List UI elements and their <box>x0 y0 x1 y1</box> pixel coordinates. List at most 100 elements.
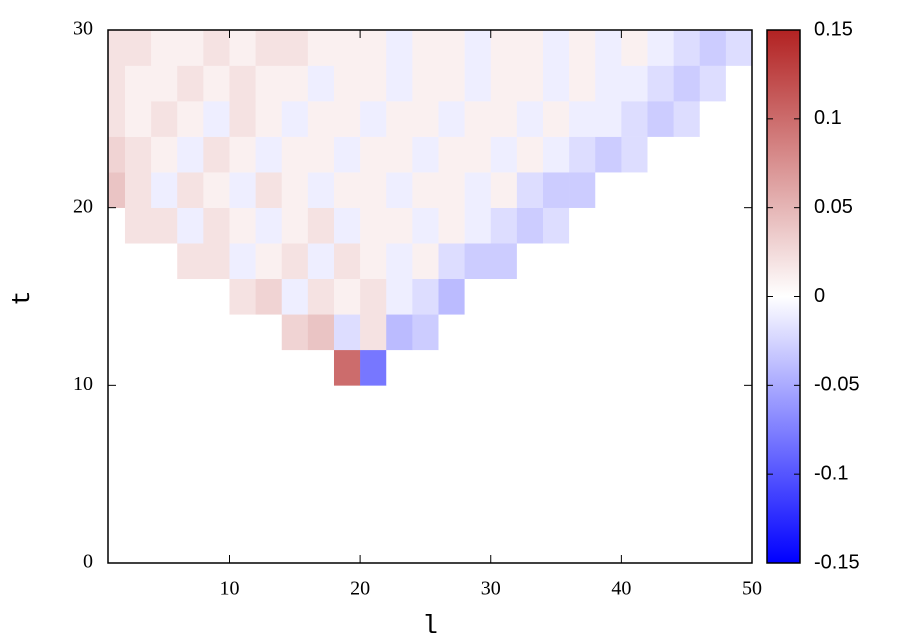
heatmap-cell <box>595 207 622 244</box>
heatmap-cell <box>438 101 465 137</box>
heatmap-cell <box>673 172 701 208</box>
heatmap-cell <box>255 207 283 244</box>
heatmap-cell <box>229 101 256 137</box>
heatmap-cell <box>151 385 178 422</box>
heatmap-cell <box>569 65 596 102</box>
heatmap-cell <box>647 420 674 457</box>
heatmap-cell <box>438 456 465 493</box>
heatmap-cell <box>490 30 518 66</box>
heatmap-cell <box>647 385 674 422</box>
heatmap-cell <box>229 491 256 528</box>
heatmap-cell <box>438 349 465 386</box>
heatmap-cell <box>490 136 518 173</box>
heatmap-cell <box>203 527 230 564</box>
heatmap-cell <box>569 349 596 386</box>
heatmap-cell <box>673 385 701 422</box>
heatmap-cell <box>621 314 648 351</box>
x-axis-label: l <box>422 611 438 641</box>
heatmap-cell <box>412 101 439 137</box>
heatmap-cell <box>333 136 361 173</box>
y-tick-label: 0 <box>83 551 93 573</box>
heatmap-cell <box>542 420 570 457</box>
heatmap-cell <box>255 243 283 280</box>
colorbar-tick-label: -0.15 <box>814 551 860 573</box>
colorbar-tick-label: 0.1 <box>814 107 842 129</box>
heatmap-cell <box>621 172 648 208</box>
heatmap-cell <box>621 385 648 422</box>
heatmap-cell <box>307 65 335 102</box>
heatmap-cell <box>516 385 544 422</box>
heatmap-cell <box>108 456 126 493</box>
heatmap-cell <box>412 420 439 457</box>
heatmap-cell <box>647 349 674 386</box>
heatmap-cell <box>569 243 596 280</box>
heatmap-cell <box>438 385 465 422</box>
heatmap-cell <box>360 385 387 422</box>
heatmap-cell <box>647 243 674 280</box>
heatmap-cell <box>412 65 439 102</box>
heatmap-cell <box>673 491 701 528</box>
heatmap-cell <box>281 349 309 386</box>
heatmap-cell <box>673 243 701 280</box>
heatmap-cell <box>281 278 309 315</box>
heatmap-cell <box>725 65 753 102</box>
heatmap-cell <box>386 420 413 457</box>
heatmap-cell <box>438 278 465 315</box>
heatmap-cell <box>699 385 727 422</box>
heatmap-cell <box>438 420 465 457</box>
heatmap-cell <box>108 349 126 386</box>
heatmap-cell <box>725 136 753 173</box>
heatmap-cell <box>516 314 544 351</box>
heatmap-cell <box>229 65 256 102</box>
x-tick-label: 20 <box>350 578 370 600</box>
heatmap-cell <box>333 385 361 422</box>
heatmap-cell <box>438 243 465 280</box>
heatmap-cell <box>124 527 152 564</box>
heatmap-cell <box>203 101 230 137</box>
heatmap-cell <box>725 207 753 244</box>
heatmap-cell <box>490 172 518 208</box>
heatmap-cell <box>124 30 152 66</box>
heatmap-cell <box>725 491 753 528</box>
heatmap-cell <box>464 136 492 173</box>
heatmap-cell <box>281 207 309 244</box>
heatmap-cell <box>490 314 518 351</box>
heatmap-cell <box>595 30 622 66</box>
heatmap-cell <box>307 101 335 137</box>
heatmap-cell <box>203 172 230 208</box>
heatmap-cell <box>151 278 178 315</box>
heatmap-cell <box>464 349 492 386</box>
heatmap-cell <box>108 207 126 244</box>
heatmap-cell <box>621 420 648 457</box>
heatmap-cell <box>490 101 518 137</box>
heatmap-cell <box>255 349 283 386</box>
heatmap-cell <box>647 65 674 102</box>
heatmap-cell <box>464 65 492 102</box>
heatmap-cell <box>542 491 570 528</box>
heatmap-cell <box>673 30 701 66</box>
heatmap-cell <box>151 491 178 528</box>
heatmap-cell <box>490 278 518 315</box>
heatmap-cell <box>516 456 544 493</box>
heatmap-cell <box>360 207 387 244</box>
heatmap-cell <box>151 456 178 493</box>
heatmap-cell <box>569 385 596 422</box>
heatmap-cell <box>124 314 152 351</box>
heatmap-cell <box>516 243 544 280</box>
heatmap-cell <box>307 278 335 315</box>
heatmap-cell <box>177 420 204 457</box>
heatmap-cell <box>255 101 283 137</box>
heatmap-cell <box>124 456 152 493</box>
heatmap-cell <box>151 314 178 351</box>
heatmap-cell <box>725 456 753 493</box>
heatmap-cell <box>307 314 335 351</box>
heatmap-cell <box>490 527 518 564</box>
heatmap-cell <box>595 65 622 102</box>
heatmap-cell <box>673 136 701 173</box>
heatmap-cell <box>621 456 648 493</box>
heatmap-cell <box>229 278 256 315</box>
heatmap-cell <box>229 207 256 244</box>
heatmap-cell <box>203 65 230 102</box>
heatmap-cell <box>699 243 727 280</box>
